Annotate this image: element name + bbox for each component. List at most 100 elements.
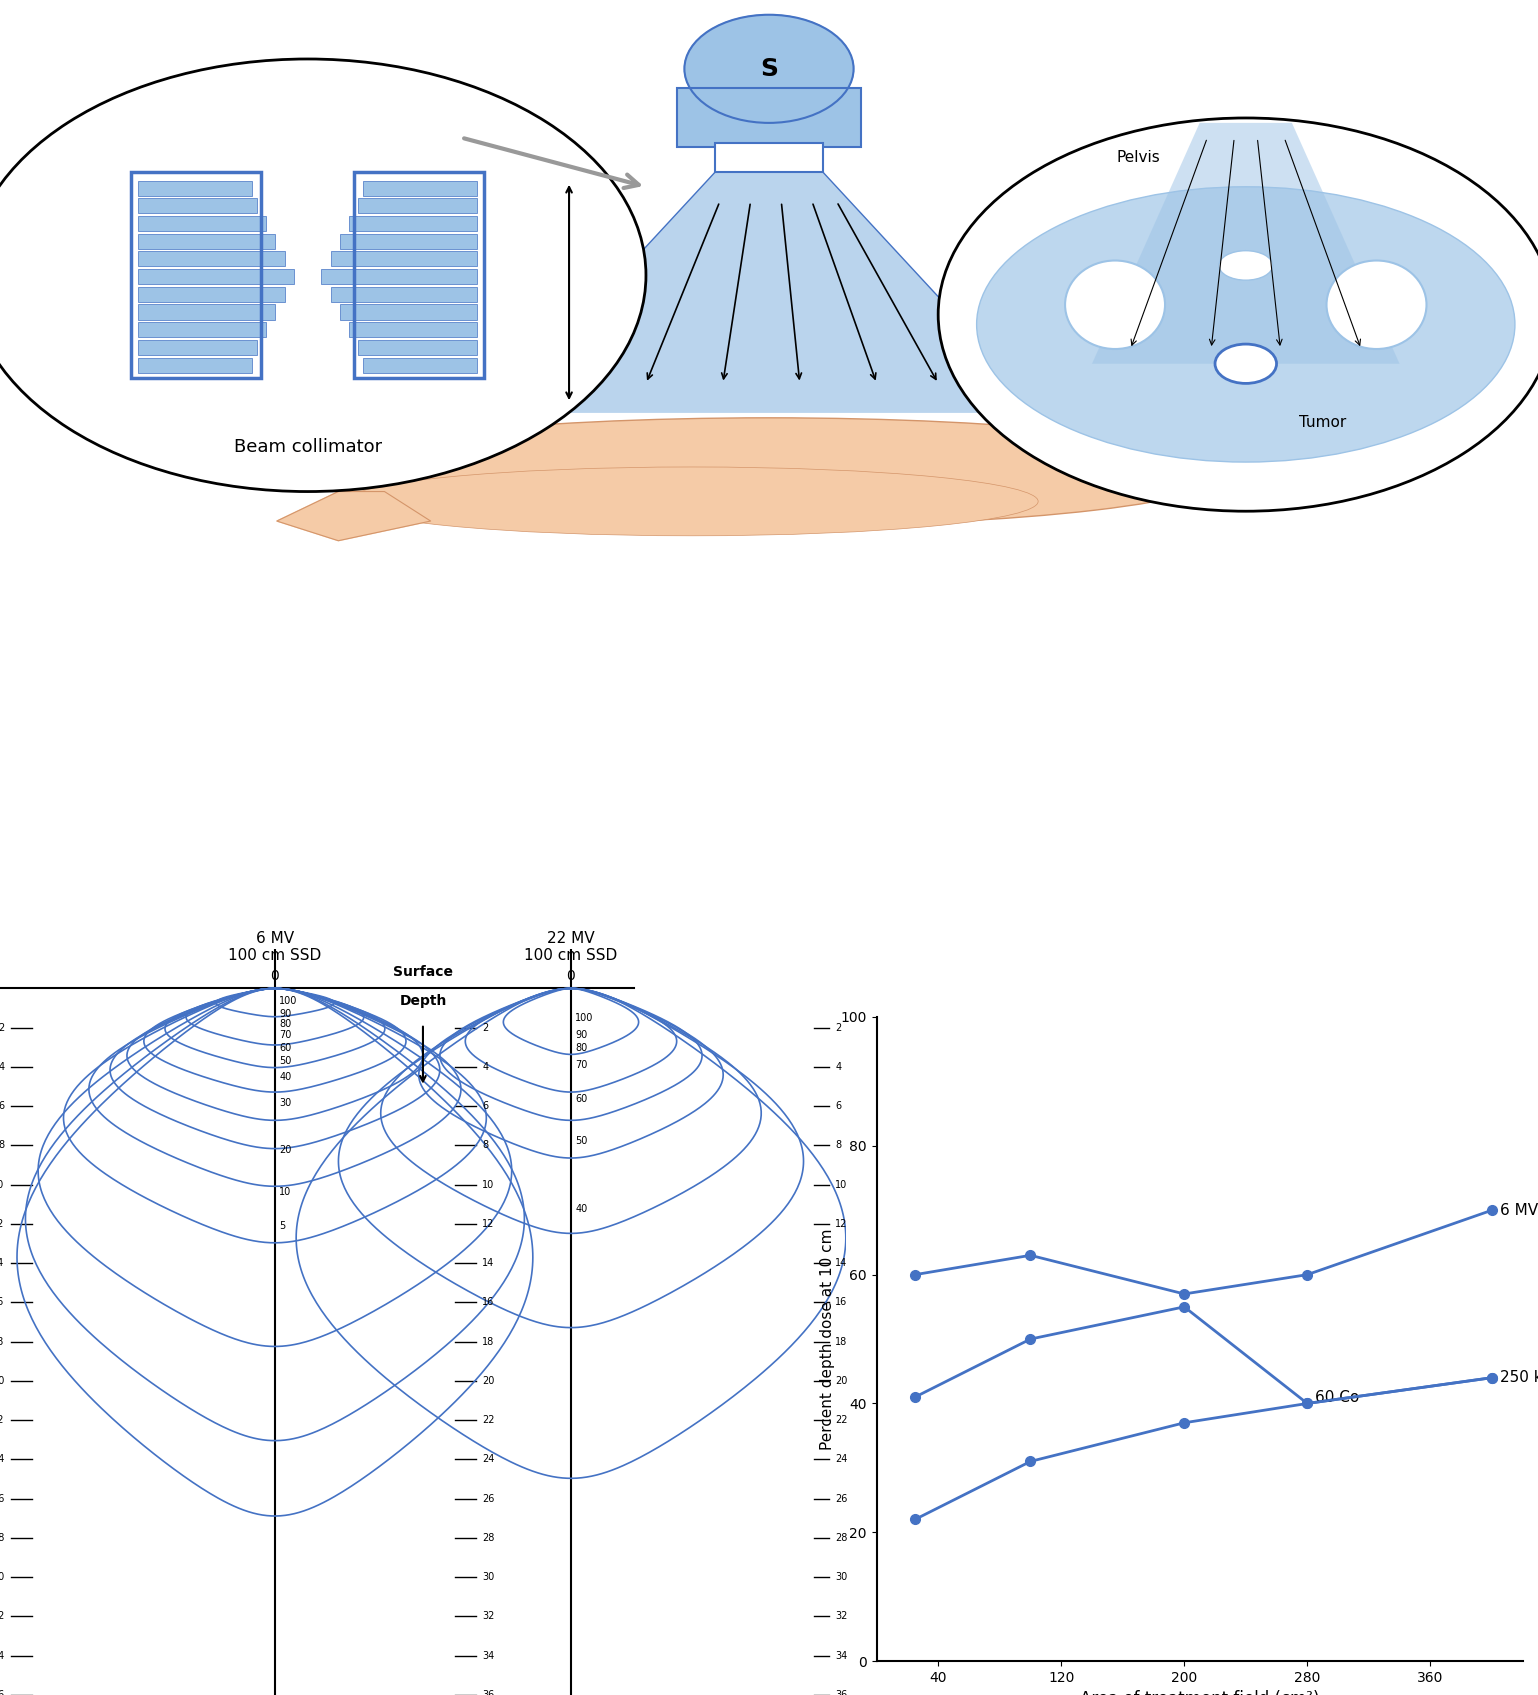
Text: 26: 26	[835, 1493, 847, 1503]
Text: 80: 80	[575, 1042, 588, 1053]
Text: 0: 0	[566, 968, 575, 983]
Text: 6: 6	[483, 1102, 488, 1112]
Text: 36: 36	[483, 1690, 494, 1695]
Text: 28: 28	[835, 1532, 847, 1542]
Bar	[131, 173, 261, 378]
Text: 32: 32	[0, 1612, 5, 1622]
Text: 6 MV: 6 MV	[1500, 1203, 1538, 1217]
Text: 30: 30	[0, 1573, 5, 1581]
Bar	[363, 358, 477, 373]
Polygon shape	[277, 492, 431, 541]
Ellipse shape	[977, 186, 1515, 463]
Y-axis label: Percent depth dose at 10 cm: Percent depth dose at 10 cm	[820, 1229, 835, 1449]
Text: 20: 20	[835, 1376, 847, 1387]
Bar	[358, 341, 477, 354]
FancyBboxPatch shape	[677, 88, 861, 147]
Bar	[331, 251, 477, 266]
Circle shape	[684, 15, 854, 124]
Circle shape	[938, 119, 1538, 512]
Bar	[331, 286, 477, 302]
Bar	[138, 215, 266, 231]
X-axis label: Area of treatment field (cm²): Area of treatment field (cm²)	[1080, 1690, 1320, 1695]
Text: 14: 14	[483, 1258, 494, 1268]
Text: 22: 22	[0, 1415, 5, 1425]
Text: Beam collimator: Beam collimator	[234, 439, 381, 456]
Text: 40: 40	[575, 1203, 588, 1214]
Text: 70: 70	[575, 1059, 588, 1070]
Text: 24: 24	[0, 1454, 5, 1464]
Text: 14: 14	[0, 1258, 5, 1268]
Text: SSD: SSD	[506, 283, 546, 302]
Text: 2: 2	[0, 1022, 5, 1032]
Text: 18: 18	[483, 1337, 494, 1348]
Text: 20: 20	[483, 1376, 495, 1387]
Text: 40: 40	[280, 1073, 291, 1083]
Text: 2: 2	[483, 1022, 489, 1032]
Bar	[363, 181, 477, 195]
Bar	[138, 198, 257, 214]
Text: 90: 90	[280, 1009, 291, 1019]
Text: 16: 16	[483, 1297, 494, 1307]
Text: 10: 10	[835, 1180, 847, 1190]
Text: 4: 4	[483, 1063, 488, 1071]
Text: 50: 50	[280, 1056, 292, 1066]
Bar	[349, 322, 477, 337]
Text: 8: 8	[835, 1141, 841, 1151]
Bar	[138, 305, 275, 320]
Bar	[138, 181, 252, 195]
Bar	[138, 358, 252, 373]
Text: 250 kV: 250 kV	[1500, 1370, 1538, 1385]
Text: 10: 10	[483, 1180, 494, 1190]
Text: 26: 26	[483, 1493, 495, 1503]
Text: 32: 32	[835, 1612, 847, 1622]
Circle shape	[1215, 344, 1277, 383]
Text: 60: 60	[280, 1042, 291, 1053]
Text: 2: 2	[835, 1022, 841, 1032]
Text: 30: 30	[280, 1098, 291, 1109]
Polygon shape	[492, 173, 1046, 414]
Ellipse shape	[1107, 408, 1292, 497]
Text: 22: 22	[835, 1415, 847, 1425]
Text: 14: 14	[835, 1258, 847, 1268]
Text: 24: 24	[483, 1454, 495, 1464]
Ellipse shape	[308, 417, 1230, 525]
Text: 90: 90	[575, 1031, 588, 1041]
Text: 34: 34	[835, 1651, 847, 1661]
Text: 12: 12	[0, 1219, 5, 1229]
Text: 6 MV
100 cm SSD: 6 MV 100 cm SSD	[228, 931, 321, 963]
Bar	[138, 270, 294, 285]
Bar	[715, 142, 823, 173]
Text: 30: 30	[483, 1573, 494, 1581]
Text: S: S	[760, 58, 778, 81]
Text: 8: 8	[483, 1141, 488, 1151]
Bar	[138, 322, 266, 337]
Ellipse shape	[346, 466, 1038, 536]
Text: 12: 12	[835, 1219, 847, 1229]
Text: 10: 10	[280, 1186, 291, 1197]
Text: 28: 28	[483, 1532, 495, 1542]
Text: 30: 30	[835, 1573, 847, 1581]
Text: Surface: Surface	[392, 964, 454, 978]
Text: Pelvis: Pelvis	[1117, 149, 1160, 164]
Circle shape	[0, 59, 646, 492]
Text: 34: 34	[0, 1651, 5, 1661]
Text: Depth: Depth	[400, 993, 446, 1009]
Bar	[321, 270, 477, 285]
Text: 100: 100	[575, 1014, 594, 1024]
Bar	[138, 286, 285, 302]
Text: 22: 22	[483, 1415, 495, 1425]
Text: 16: 16	[835, 1297, 847, 1307]
Text: 5: 5	[280, 1220, 286, 1231]
Text: 60: 60	[575, 1093, 588, 1103]
Polygon shape	[1092, 124, 1400, 364]
Text: 12: 12	[483, 1219, 495, 1229]
Text: 22 MV
100 cm SSD: 22 MV 100 cm SSD	[524, 931, 618, 963]
Bar	[349, 215, 477, 231]
Ellipse shape	[1326, 261, 1427, 349]
Text: 4: 4	[835, 1063, 841, 1071]
Text: 20: 20	[0, 1376, 5, 1387]
Text: 6: 6	[835, 1102, 841, 1112]
Bar	[138, 341, 257, 354]
Text: 16: 16	[0, 1297, 5, 1307]
Text: 80: 80	[280, 1019, 291, 1029]
